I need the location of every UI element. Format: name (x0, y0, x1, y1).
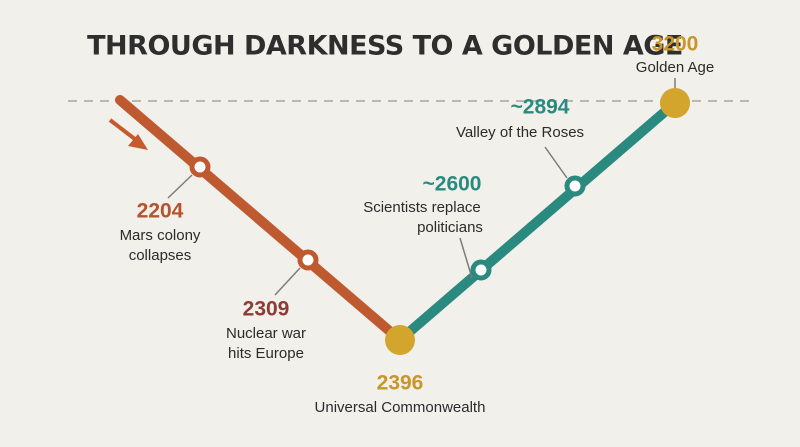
label: Mars colony (120, 227, 201, 244)
arrow (108, 118, 148, 150)
year: ~2600 (423, 173, 482, 196)
connectors (167, 78, 676, 296)
node (470, 259, 492, 281)
label: hits Europe (228, 345, 304, 362)
label: collapses (129, 247, 192, 264)
year: 2396 (377, 372, 424, 395)
year: 2204 (137, 200, 184, 223)
label: Valley of the Roses (456, 124, 584, 141)
node (564, 175, 586, 197)
year: 2309 (243, 298, 290, 321)
node (297, 249, 319, 271)
year: ~2894 (511, 96, 570, 119)
label: politicians (417, 219, 483, 236)
label: Nuclear war (226, 325, 306, 342)
decline-line (115, 95, 405, 345)
rise-line (395, 98, 680, 345)
label: Universal Commonwealth (315, 399, 486, 416)
label: Golden Age (636, 59, 714, 76)
label: Scientists replace (363, 199, 481, 216)
title: THROUGH DARKNESS TO A GOLDEN AGE (87, 31, 683, 62)
node (189, 156, 211, 178)
milestone (660, 88, 690, 118)
milestone (385, 325, 415, 355)
year: 3200 (652, 33, 699, 56)
